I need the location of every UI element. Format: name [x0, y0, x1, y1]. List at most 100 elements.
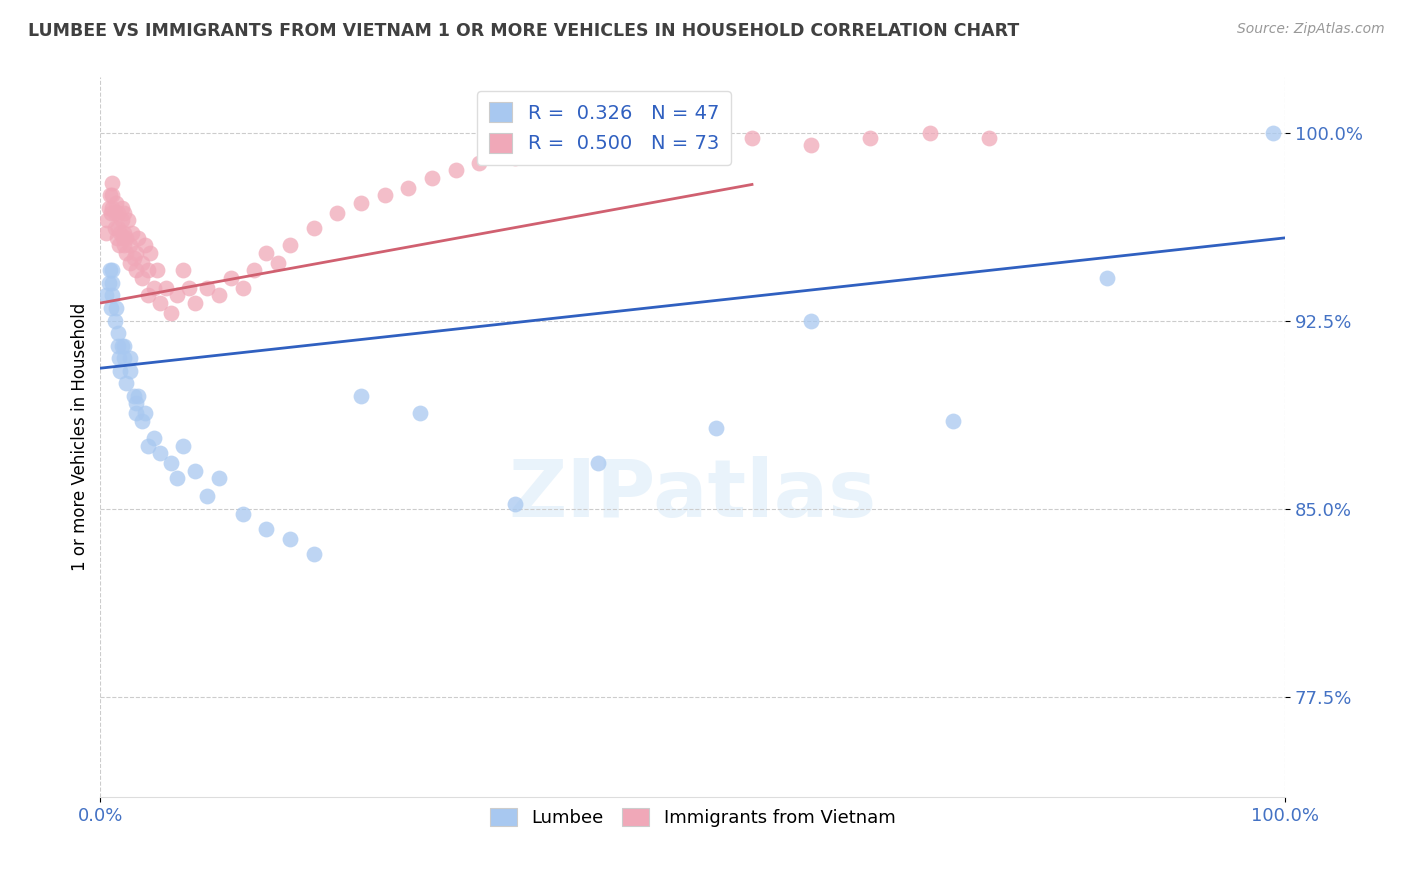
Point: [104, 195, 127, 210]
Point: [121, 226, 143, 240]
Point: [350, 389, 373, 403]
Point: [859, 130, 882, 145]
Point: [302, 220, 325, 235]
Point: [103, 220, 125, 235]
Point: [117, 213, 139, 227]
Point: [101, 188, 124, 202]
Point: [96, 213, 118, 227]
Point: [118, 364, 141, 378]
Point: [231, 507, 253, 521]
Point: [160, 306, 183, 320]
Point: [112, 206, 135, 220]
Point: [136, 439, 159, 453]
Legend: Lumbee, Immigrants from Vietnam: Lumbee, Immigrants from Vietnam: [484, 801, 903, 835]
Point: [96, 288, 118, 302]
Point: [278, 532, 301, 546]
Point: [420, 170, 443, 185]
Point: [131, 256, 153, 270]
Point: [127, 231, 149, 245]
Point: [142, 431, 165, 445]
Point: [166, 288, 188, 302]
Point: [166, 471, 188, 485]
Point: [108, 238, 131, 252]
Point: [184, 296, 207, 310]
Point: [110, 364, 132, 378]
Point: [97, 201, 120, 215]
Point: [682, 126, 704, 140]
Text: LUMBEE VS IMMIGRANTS FROM VIETNAM 1 OR MORE VEHICLES IN HOUSEHOLD CORRELATION CH: LUMBEE VS IMMIGRANTS FROM VIETNAM 1 OR M…: [28, 22, 1019, 40]
Point: [160, 457, 183, 471]
Point: [103, 313, 125, 327]
Point: [706, 421, 728, 435]
Point: [142, 281, 165, 295]
Point: [374, 188, 396, 202]
Point: [115, 376, 138, 391]
Point: [146, 263, 169, 277]
Point: [503, 496, 526, 510]
Point: [136, 288, 159, 302]
Point: [254, 246, 277, 260]
Point: [100, 301, 122, 315]
Point: [326, 206, 349, 220]
Point: [96, 226, 118, 240]
Point: [254, 522, 277, 536]
Point: [468, 155, 491, 169]
Point: [741, 130, 763, 145]
Point: [111, 231, 134, 245]
Point: [107, 206, 129, 220]
Point: [122, 389, 145, 403]
Point: [800, 313, 823, 327]
Point: [98, 263, 121, 277]
Point: [149, 296, 172, 310]
Point: [108, 351, 131, 366]
Point: [115, 246, 138, 260]
Point: [112, 226, 135, 240]
Point: [444, 163, 467, 178]
Y-axis label: 1 or more Vehicles in Household: 1 or more Vehicles in Household: [72, 303, 89, 571]
Point: [195, 281, 218, 295]
Point: [125, 263, 148, 277]
Point: [97, 276, 120, 290]
Point: [396, 180, 419, 194]
Point: [112, 238, 135, 252]
Point: [101, 288, 124, 302]
Point: [115, 231, 138, 245]
Point: [623, 130, 645, 145]
Point: [101, 276, 124, 290]
Point: [179, 281, 201, 295]
Point: [100, 206, 122, 220]
Point: [101, 176, 124, 190]
Point: [118, 238, 141, 252]
Point: [1263, 126, 1285, 140]
Point: [118, 256, 141, 270]
Point: [977, 130, 1000, 145]
Point: [111, 201, 134, 215]
Point: [302, 547, 325, 561]
Point: [134, 406, 156, 420]
Point: [101, 263, 124, 277]
Point: [107, 220, 129, 235]
Point: [267, 256, 290, 270]
Point: [112, 351, 135, 366]
Point: [155, 281, 177, 295]
Point: [149, 446, 172, 460]
Point: [125, 396, 148, 410]
Point: [409, 406, 432, 420]
Point: [586, 457, 609, 471]
Point: [503, 151, 526, 165]
Point: [98, 188, 121, 202]
Point: [107, 326, 129, 340]
Point: [1097, 271, 1119, 285]
Point: [800, 138, 823, 153]
Point: [127, 389, 149, 403]
Point: [243, 263, 266, 277]
Point: [105, 231, 128, 245]
Point: [136, 263, 159, 277]
Point: [131, 271, 153, 285]
Point: [540, 145, 562, 160]
Point: [139, 246, 162, 260]
Point: [122, 251, 145, 265]
Point: [172, 263, 194, 277]
Point: [110, 226, 132, 240]
Point: [111, 213, 134, 227]
